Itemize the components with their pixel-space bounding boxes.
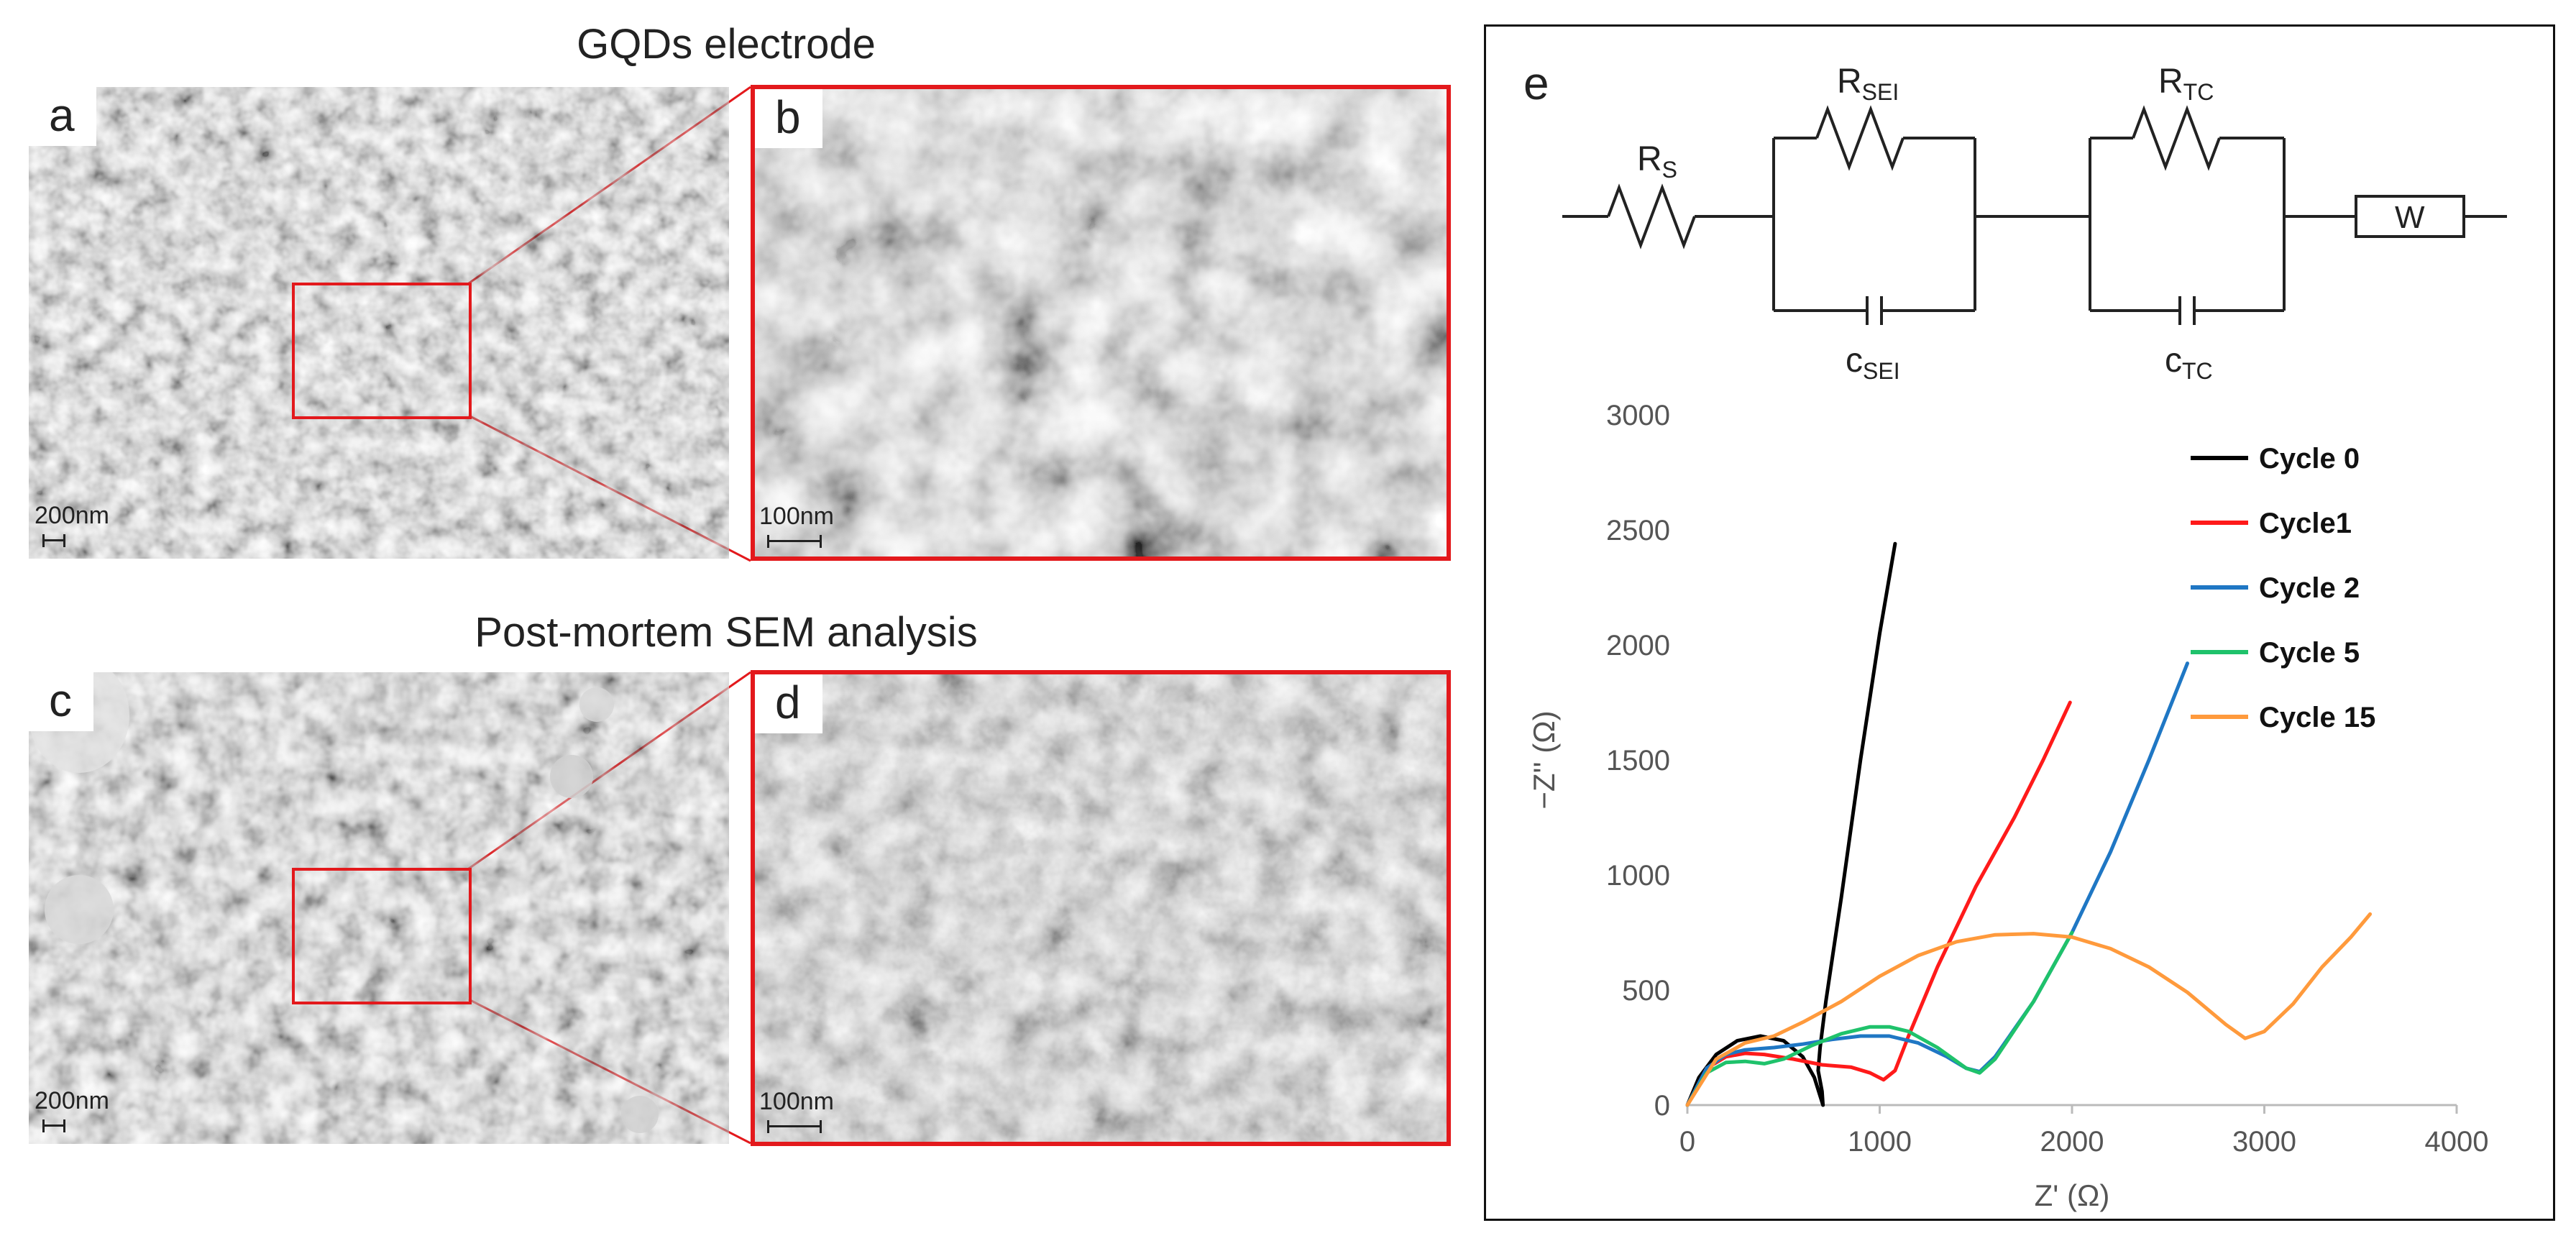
label-ctc: cTC <box>2165 342 2213 384</box>
label-w: W <box>2395 200 2425 235</box>
series-line-cycle-5 <box>1685 930 2074 1107</box>
panel-e: e RS <box>1484 24 2555 1221</box>
scalebar-c: 200nm <box>35 1087 109 1132</box>
y-tick-label: 2500 <box>1606 515 1670 546</box>
y-tick-label: 0 <box>1654 1090 1670 1122</box>
scalebar-d-text: 100nm <box>759 1088 834 1115</box>
panel-label-d: d <box>755 674 822 733</box>
legend-label: Cycle 0 <box>2259 443 2360 475</box>
sem-image-a: a 200nm <box>29 87 729 559</box>
y-tick-label: 500 <box>1622 975 1670 1007</box>
y-tick-label: 1500 <box>1606 745 1670 777</box>
nyquist-chart: 0 1000 2000 3000 4000 0 500 1000 1500 2000 2500 300… <box>1527 400 2489 1212</box>
x-tick-label: 3000 <box>2232 1126 2296 1158</box>
panel-label-e: e <box>1523 58 1549 109</box>
scalebar-a: 200nm <box>35 502 109 547</box>
sem-image-d: d 100nm <box>751 670 1451 1146</box>
scalebar-b: 100nm <box>759 503 834 548</box>
y-tick-label: 1000 <box>1606 860 1670 892</box>
sem-image-b: b 100nm <box>751 85 1451 561</box>
label-csei: cSEI <box>1846 342 1900 384</box>
y-tick-label: 2000 <box>1606 630 1670 661</box>
panel-label-a: a <box>29 87 96 146</box>
series-line-cycle-15 <box>1685 912 2373 1107</box>
scalebar-c-bar <box>42 1119 65 1132</box>
x-tick-label: 2000 <box>2040 1126 2104 1158</box>
series-line-cycle1 <box>1685 700 2072 1107</box>
panel-label-b: b <box>755 89 822 148</box>
legend-label: Cycle 15 <box>2259 702 2375 733</box>
scalebar-b-text: 100nm <box>759 503 834 530</box>
label-rs: RS <box>1637 140 1677 183</box>
legend-label: Cycle 5 <box>2259 637 2360 669</box>
scalebar-b-bar <box>767 535 822 548</box>
scalebar-d: 100nm <box>759 1088 834 1133</box>
label-rsei: RSEI <box>1837 63 1899 105</box>
panel-label-c: c <box>29 672 93 731</box>
scalebar-d-bar <box>767 1120 822 1133</box>
y-tick-label: 3000 <box>1606 400 1670 431</box>
scalebar-a-bar <box>42 534 65 547</box>
sem-image-c: c 200nm <box>29 672 729 1144</box>
equivalent-circuit: RS RSEI RTC cSEI cTC W <box>1562 63 2507 384</box>
x-tick-label: 4000 <box>2425 1126 2489 1158</box>
title-gqds-electrode: GQDs electrode <box>577 21 876 68</box>
x-tick-label: 0 <box>1679 1126 1695 1158</box>
zoom-box-c <box>292 868 472 1004</box>
label-rtc: RTC <box>2158 63 2214 105</box>
title-post-mortem: Post-mortem SEM analysis <box>475 609 978 656</box>
legend-label: Cycle 2 <box>2259 572 2360 604</box>
y-axis-label: −Z'' (Ω) <box>1527 710 1561 809</box>
legend-label: Cycle1 <box>2259 508 2352 539</box>
x-tick-label: 1000 <box>1848 1126 1912 1158</box>
zoom-box-a <box>292 283 472 419</box>
x-axis-label: Z' (Ω) <box>2035 1178 2110 1212</box>
series-line-cycle-0 <box>1685 541 1897 1107</box>
scalebar-c-text: 200nm <box>35 1087 109 1114</box>
scalebar-a-text: 200nm <box>35 502 109 529</box>
